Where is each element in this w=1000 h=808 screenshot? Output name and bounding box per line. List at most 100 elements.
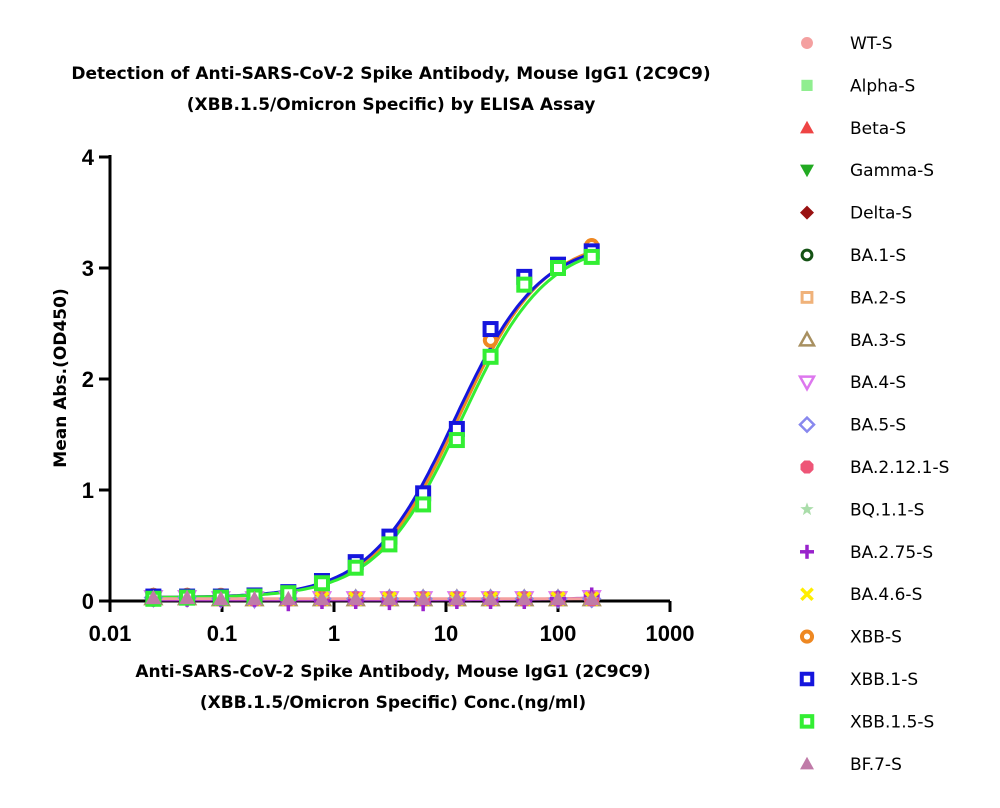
legend-item: BQ.1.1-S: [800, 500, 924, 520]
x-axis-label: Anti-SARS-CoV-2 Spike Antibody, Mouse Ig…: [135, 662, 650, 713]
legend-marker: [800, 291, 814, 304]
legend-label: XBB.1.5-S: [850, 712, 934, 732]
legend-item: Gamma-S: [800, 161, 934, 181]
legend-marker: [801, 79, 813, 91]
data-point: [212, 590, 229, 606]
legend-label: Delta-S: [850, 204, 912, 224]
legend-label: BA.4.6-S: [850, 585, 922, 605]
data-point: [550, 260, 566, 276]
legend-item: BA.4-S: [797, 373, 906, 393]
y-tick-label: 3: [82, 256, 94, 281]
legend-marker: [797, 375, 817, 392]
legend-item: XBB-S: [799, 628, 902, 648]
data-point: [516, 590, 533, 606]
x-tick-label: 0.01: [89, 621, 132, 646]
x-axis-label-line-1: Anti-SARS-CoV-2 Spike Antibody, Mouse Ig…: [135, 662, 650, 682]
legend-marker: [800, 248, 814, 262]
legend: WT-S Alpha-S Beta-S Gamma-S Delta-S BA.1-S BA.…: [797, 34, 949, 775]
chart-title: Detection of Anti-SARS-CoV-2 Spike Antib…: [71, 64, 710, 115]
legend-marker: [801, 37, 813, 49]
legend-item: BA.2.12.1-S: [800, 458, 949, 478]
legend-marker: [800, 460, 814, 474]
legend-label: BF.7-S: [850, 755, 902, 775]
data-point: [313, 590, 330, 606]
legend-marker: [800, 756, 814, 770]
legend-label: Gamma-S: [850, 161, 934, 181]
y-tick-label: 0: [82, 589, 94, 614]
x-tick-label: 0.1: [207, 621, 238, 646]
chart-title-line-1: Detection of Anti-SARS-CoV-2 Spike Antib…: [71, 64, 710, 84]
legend-label: BA.2.12.1-S: [850, 458, 949, 478]
data-point: [246, 590, 263, 606]
legend-label: XBB.1-S: [850, 670, 918, 690]
y-tick-label: 4: [82, 145, 95, 170]
legend-marker: [799, 671, 815, 687]
data-point: [482, 590, 499, 606]
data-point: [347, 559, 364, 576]
data-point: [448, 432, 465, 449]
data-point: [482, 348, 499, 365]
legend-item: XBB.1.5-S: [799, 712, 934, 732]
legend-label: XBB-S: [850, 628, 902, 648]
series-XBB.1.5-S: [145, 248, 600, 607]
legend-label: WT-S: [850, 34, 893, 54]
legend-label: BQ.1.1-S: [850, 500, 924, 520]
y-tick-label: 2: [82, 367, 94, 392]
data-point: [145, 589, 162, 605]
legend-item: Beta-S: [800, 119, 906, 139]
data-point: [583, 590, 600, 606]
data-points: [143, 238, 602, 612]
fit-curve-XBB.1.5-S: [150, 254, 594, 599]
x-tick-label: 100: [540, 621, 577, 646]
legend-item: BA.2.75-S: [800, 543, 933, 563]
legend-marker: [799, 714, 815, 729]
y-tick-label: 1: [82, 478, 94, 503]
legend-label: Alpha-S: [850, 76, 915, 96]
legend-item: BA.2-S: [800, 288, 906, 308]
x-tick-label: 1: [328, 621, 340, 646]
legend-item: Alpha-S: [801, 76, 915, 96]
data-point: [313, 575, 330, 592]
legend-marker: [797, 330, 817, 347]
legend-marker: [798, 415, 816, 434]
data-point: [448, 590, 465, 606]
chart-title-line-2: (XBB.1.5/Omicron Specific) by ELISA Assa…: [187, 95, 596, 115]
legend-marker: [799, 629, 815, 644]
legend-item: XBB.1-S: [799, 670, 918, 690]
legend-item: BA.1-S: [800, 246, 906, 266]
data-point: [415, 590, 432, 606]
axes: 0 1 2 3 4 0.01 0.1 1 10 100 1000: [82, 145, 695, 646]
x-tick-label: 1000: [646, 621, 695, 646]
legend-marker: [800, 205, 814, 220]
series-BF.7-S: [145, 589, 600, 606]
data-point: [482, 321, 499, 338]
legend-label: Beta-S: [850, 119, 906, 139]
legend-item: BF.7-S: [800, 755, 902, 775]
data-point: [583, 248, 600, 265]
legend-item: BA.5-S: [798, 415, 906, 436]
legend-item: WT-S: [801, 34, 893, 54]
data-point: [347, 590, 364, 606]
legend-item: BA.4.6-S: [800, 585, 922, 605]
legend-label: BA.4-S: [850, 373, 906, 393]
legend-marker: [800, 120, 814, 134]
legend-label: BA.2-S: [850, 288, 906, 308]
legend-label: BA.1-S: [850, 246, 906, 266]
y-axis-label: Mean Abs.(OD450): [51, 288, 71, 467]
data-point: [550, 590, 566, 606]
data-point: [381, 536, 398, 553]
x-axis-label-line-2: (XBB.1.5/Omicron Specific) Conc.(ng/ml): [200, 693, 586, 713]
legend-marker: [800, 502, 814, 516]
legend-marker: [800, 164, 814, 178]
x-tick-label: 10: [434, 621, 458, 646]
legend-marker: [800, 544, 814, 559]
legend-marker: [800, 587, 814, 602]
data-point: [280, 590, 297, 606]
legend-item: BA.3-S: [797, 330, 906, 351]
fit-curves: [150, 250, 594, 602]
data-point: [415, 496, 432, 513]
data-point: [516, 276, 533, 293]
data-point: [179, 589, 196, 605]
legend-label: BA.2.75-S: [850, 543, 933, 563]
